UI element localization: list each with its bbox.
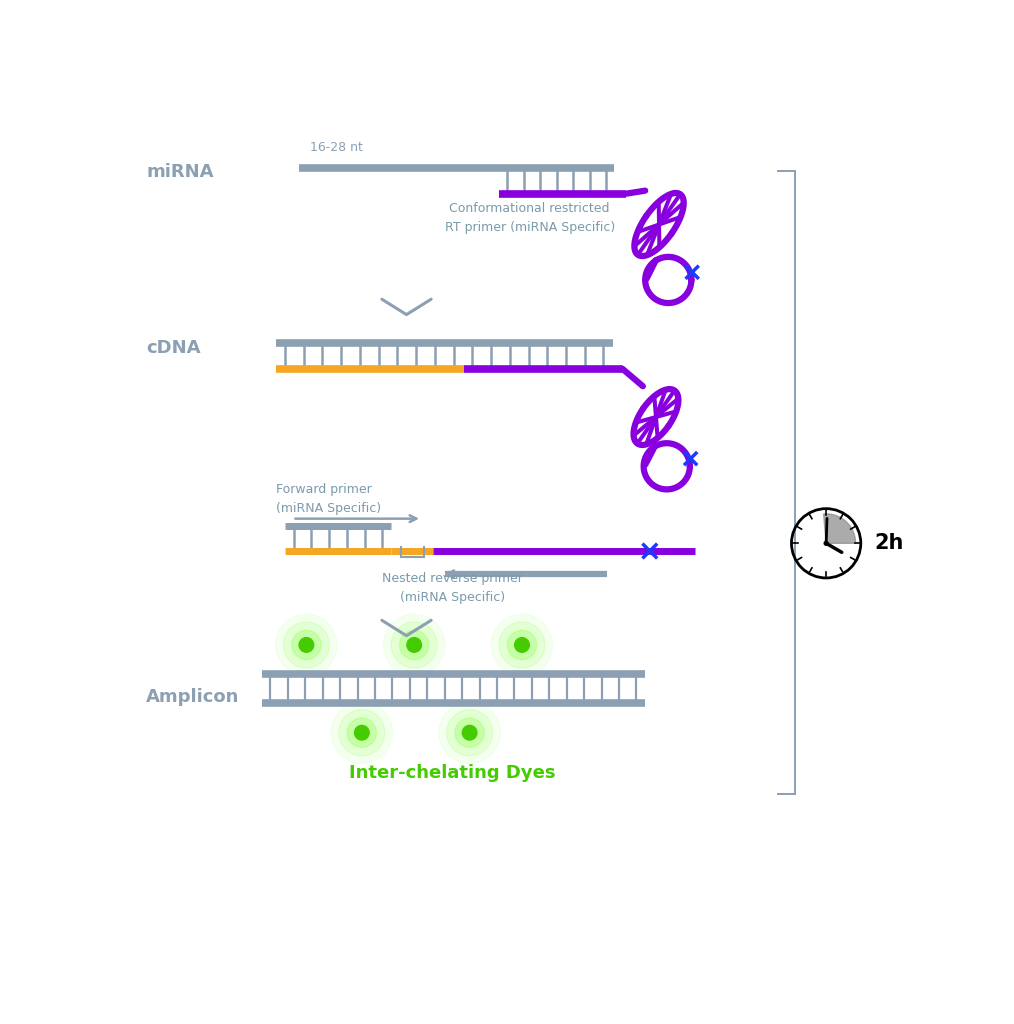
Circle shape <box>283 622 330 668</box>
Circle shape <box>407 638 422 652</box>
Circle shape <box>391 622 437 668</box>
Circle shape <box>462 725 477 740</box>
Text: miRNA: miRNA <box>146 163 214 181</box>
Circle shape <box>292 631 321 659</box>
Circle shape <box>515 638 529 652</box>
Circle shape <box>355 725 369 740</box>
Circle shape <box>339 710 385 756</box>
Text: 2h: 2h <box>875 534 904 553</box>
Circle shape <box>299 638 313 652</box>
Text: cDNA: cDNA <box>146 339 201 356</box>
Circle shape <box>276 614 338 676</box>
Text: 16-28 nt: 16-28 nt <box>310 141 363 155</box>
Text: Forward primer
(miRNA Specific): Forward primer (miRNA Specific) <box>276 483 380 515</box>
Circle shape <box>824 542 828 545</box>
Circle shape <box>439 701 501 764</box>
Text: Conformational restricted
RT primer (miRNA Specific): Conformational restricted RT primer (miR… <box>444 203 614 234</box>
Text: Inter-chelating Dyes: Inter-chelating Dyes <box>350 764 556 781</box>
Text: Amplicon: Amplicon <box>146 688 239 707</box>
Circle shape <box>347 718 376 748</box>
Circle shape <box>499 622 546 668</box>
Polygon shape <box>823 514 856 544</box>
Circle shape <box>400 631 429 659</box>
Circle shape <box>491 614 553 676</box>
Text: Nested reverse primer
(miRNA Specific): Nested reverse primer (miRNA Specific) <box>382 572 523 604</box>
Circle shape <box>383 614 445 676</box>
Circle shape <box>446 710 493 756</box>
Circle shape <box>507 631 536 659</box>
Circle shape <box>455 718 485 748</box>
Circle shape <box>331 701 392 764</box>
